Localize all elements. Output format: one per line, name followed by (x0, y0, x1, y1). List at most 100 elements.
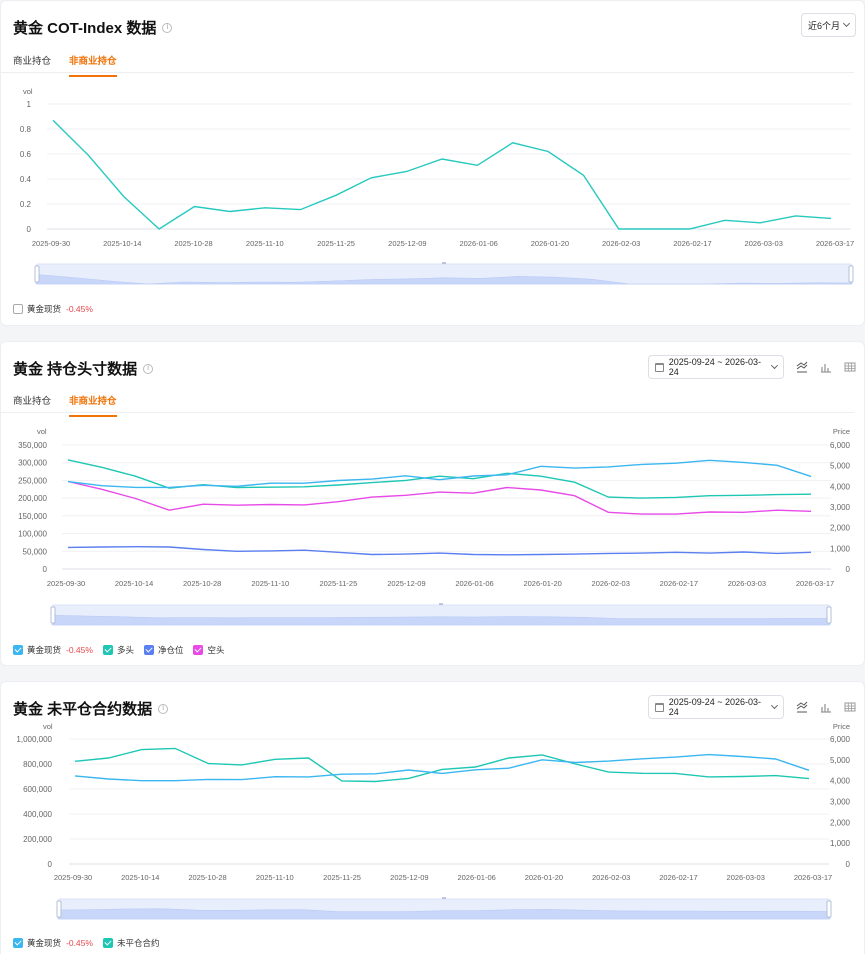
y-tick-label: 600,000 (23, 785, 52, 794)
x-tick-label: 2026-03-17 (796, 579, 834, 588)
x-tick-label: 2025-10-28 (174, 239, 212, 248)
period-select[interactable]: 近6个月 (801, 13, 856, 37)
y-right-tick-label: 2,000 (830, 818, 851, 827)
line-chart-icon[interactable] (796, 701, 808, 713)
legend-checkbox[interactable] (13, 645, 23, 655)
x-tick-label: 2026-01-06 (459, 239, 497, 248)
legend-checkbox[interactable] (193, 645, 204, 655)
table-icon[interactable] (844, 701, 856, 713)
y-tick-label: 150,000 (18, 512, 47, 521)
y-right-tick-label: 6,000 (830, 441, 851, 450)
date-range-picker[interactable]: 2025-09-24 ~ 2026-03-24 (648, 695, 784, 719)
x-tick-label: 2026-01-20 (531, 239, 569, 248)
x-tick-label: 2026-02-17 (660, 579, 698, 588)
series-line (67, 545, 812, 556)
x-tick-label: 2025-11-10 (251, 579, 289, 588)
legend-item-net[interactable]: 净仓位 (143, 644, 183, 656)
info-icon[interactable] (158, 703, 169, 714)
y-tick-label: 1,000,000 (16, 735, 52, 744)
x-tick-label: 2026-02-17 (659, 873, 697, 882)
x-tick-label: 2026-02-03 (602, 239, 640, 248)
date-range-label: 2025-09-24 ~ 2026-03-24 (668, 357, 762, 377)
legend-item-open-interest[interactable]: 未平仓合约 (102, 937, 160, 949)
legend-item-long[interactable]: 多头 (102, 644, 134, 656)
info-icon[interactable] (162, 22, 173, 33)
y-right-tick-label: 4,000 (830, 482, 851, 491)
zoom-handle-left (56, 900, 62, 918)
x-tick-label: 2026-02-17 (673, 239, 711, 248)
legend-label: 空头 (207, 645, 225, 655)
x-tick-label: 2026-03-17 (794, 873, 832, 882)
cot-index-card: 黄金 COT-Index 数据 近6个月 商业持仓 非商业持仓 00.20.40… (0, 0, 865, 326)
y-axis-label: vol (37, 427, 47, 436)
y-right-tick-label: 1,000 (830, 839, 851, 848)
legend-label: 多头 (116, 645, 134, 655)
zoom-handle-right (826, 900, 832, 918)
y-tick-label: 800,000 (23, 760, 52, 769)
y-tick-label: 1 (27, 100, 32, 109)
x-tick-label: 2025-12-09 (388, 239, 426, 248)
y-right-tick-label: 0 (846, 860, 851, 869)
cot-index-title: 黄金 COT-Index 数据 (13, 20, 157, 37)
open-interest-chart: 0 200,000 400,000 600,000 800,000 1,000,000 vo… (16, 722, 851, 920)
x-tick-label: 2026-01-06 (455, 579, 493, 588)
legend-item-short[interactable]: 空头 (193, 644, 225, 656)
legend-label: 未平仓合约 (116, 938, 160, 948)
legend-item-gold-spot[interactable]: 黄金现货 -0.45% (13, 644, 93, 656)
tab-non-commercial[interactable]: 非商业持仓 (69, 53, 117, 77)
legend-label: 黄金现货 (27, 304, 62, 314)
x-tick-label: 2025-10-14 (103, 239, 141, 248)
legend-checkbox[interactable] (143, 645, 154, 655)
cot-index-title-wrap: 黄金 COT-Index 数据 (13, 17, 173, 38)
date-range-picker[interactable]: 2025-09-24 ~ 2026-03-24 (648, 355, 784, 379)
x-tick-label: 2025-11-10 (256, 873, 294, 882)
y-tick-label: 0.2 (20, 200, 32, 209)
legend-label: 黄金现货 (27, 938, 62, 948)
zoom-handle-left (34, 265, 40, 283)
y-tick-label: 0 (27, 225, 32, 234)
cot-index-legend: 黄金现货 -0.45% (13, 303, 103, 315)
legend-checkbox[interactable] (13, 938, 23, 948)
x-tick-label: 2025-10-14 (115, 579, 153, 588)
x-tick-label: 2026-01-20 (523, 579, 561, 588)
series-line (67, 480, 812, 515)
y-tick-label: 200,000 (18, 494, 47, 503)
info-icon[interactable] (143, 363, 154, 374)
table-icon[interactable] (844, 361, 856, 373)
y-right-tick-label: 3,000 (830, 503, 851, 512)
legend-checkbox[interactable] (13, 304, 23, 314)
y-right-axis-label: Price (833, 722, 850, 731)
calendar-icon (655, 702, 664, 712)
position-tabs: 商业持仓 非商业持仓 (13, 53, 135, 77)
bar-chart-icon[interactable] (820, 701, 832, 713)
bar-chart-icon[interactable] (820, 361, 832, 373)
tab-non-commercial[interactable]: 非商业持仓 (69, 393, 117, 417)
legend-item-gold-spot[interactable]: 黄金现货 -0.45% (13, 937, 93, 949)
y-right-tick-label: 5,000 (830, 756, 851, 765)
x-tick-label: 2025-11-25 (319, 579, 357, 588)
x-tick-label: 2025-10-28 (183, 579, 221, 588)
tab-commercial[interactable]: 商业持仓 (13, 56, 52, 67)
x-tick-label: 2025-12-09 (390, 873, 428, 882)
y-right-tick-label: 4,000 (830, 777, 851, 786)
legend-checkbox[interactable] (102, 938, 113, 948)
x-tick-label: 2026-03-03 (745, 239, 783, 248)
zoom-handle-right (826, 606, 832, 624)
positions-chart: 0 50,000 100,000 150,000 200,000 250,000 300,0… (18, 427, 851, 626)
y-axis-label: vol (43, 722, 53, 731)
tab-commercial[interactable]: 商业持仓 (13, 396, 52, 407)
date-range-label: 2025-09-24 ~ 2026-03-24 (668, 697, 762, 717)
legend-checkbox[interactable] (102, 645, 113, 655)
cot-index-chart: 0 0.2 0.4 0.6 0.8 1 vol 2025-09-30 2025-10-14 202… (20, 87, 854, 285)
line-chart-icon[interactable] (796, 361, 808, 373)
y-right-tick-label: 5,000 (830, 462, 851, 471)
legend-label: 黄金现货 (27, 645, 62, 655)
legend-item-gold-spot[interactable]: 黄金现货 -0.45% (13, 303, 93, 315)
x-tick-label: 2025-09-30 (54, 873, 92, 882)
tab-divider (1, 72, 854, 73)
y-right-tick-label: 6,000 (830, 735, 851, 744)
y-tick-label: 300,000 (18, 459, 47, 468)
positions-title-wrap: 黄金 持仓头寸数据 (13, 358, 154, 379)
series-line (74, 753, 810, 782)
zoom-slider-preview (35, 274, 853, 285)
